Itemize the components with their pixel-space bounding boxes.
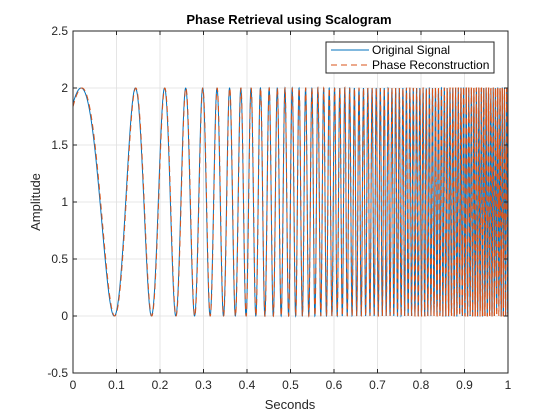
y-tick-label: -0.5 xyxy=(47,366,68,380)
x-tick-label: 0.9 xyxy=(456,378,473,392)
legend-label-reconstruction: Phase Reconstruction xyxy=(372,58,489,72)
grid xyxy=(73,31,508,373)
y-tick-label: 2.5 xyxy=(51,24,68,38)
y-axis-label: Amplitude xyxy=(28,173,43,231)
y-tick-label: 0 xyxy=(61,309,68,323)
x-axis-label: Seconds xyxy=(265,397,316,412)
x-tick-label: 0.4 xyxy=(239,378,256,392)
x-tick-label: 0.7 xyxy=(369,378,386,392)
chart-title: Phase Retrieval using Scalogram xyxy=(186,12,391,27)
y-tick-label: 1.5 xyxy=(51,138,68,152)
x-tick-label: 0.6 xyxy=(326,378,343,392)
x-tick-label: 1 xyxy=(505,378,512,392)
x-tick-label: 0.3 xyxy=(195,378,212,392)
x-tick-label: 0.8 xyxy=(413,378,430,392)
x-tick-label: 0.5 xyxy=(282,378,299,392)
x-tick-label: 0.1 xyxy=(108,378,125,392)
series-phase-reconstruction xyxy=(72,86,509,318)
y-tick-label: 0.5 xyxy=(51,252,68,266)
ticks: 0 0.1 0.2 0.3 0.4 0.5 0.6 0.7 0.8 0.9 1-0.500.511.… xyxy=(47,24,511,392)
plot-area: 0 0.1 0.2 0.3 0.4 0.5 0.6 0.7 0.8 0.9 1-0.500.511.… xyxy=(47,24,511,392)
x-tick-label: 0 xyxy=(70,378,77,392)
series-layer xyxy=(72,86,509,318)
legend: Original Signal Phase Reconstruction xyxy=(325,41,495,74)
y-tick-label: 2 xyxy=(61,81,68,95)
legend-box xyxy=(325,41,495,74)
y-tick-label: 1 xyxy=(61,195,68,209)
legend-label-original: Original Signal xyxy=(372,43,450,57)
x-tick-label: 0.2 xyxy=(152,378,169,392)
